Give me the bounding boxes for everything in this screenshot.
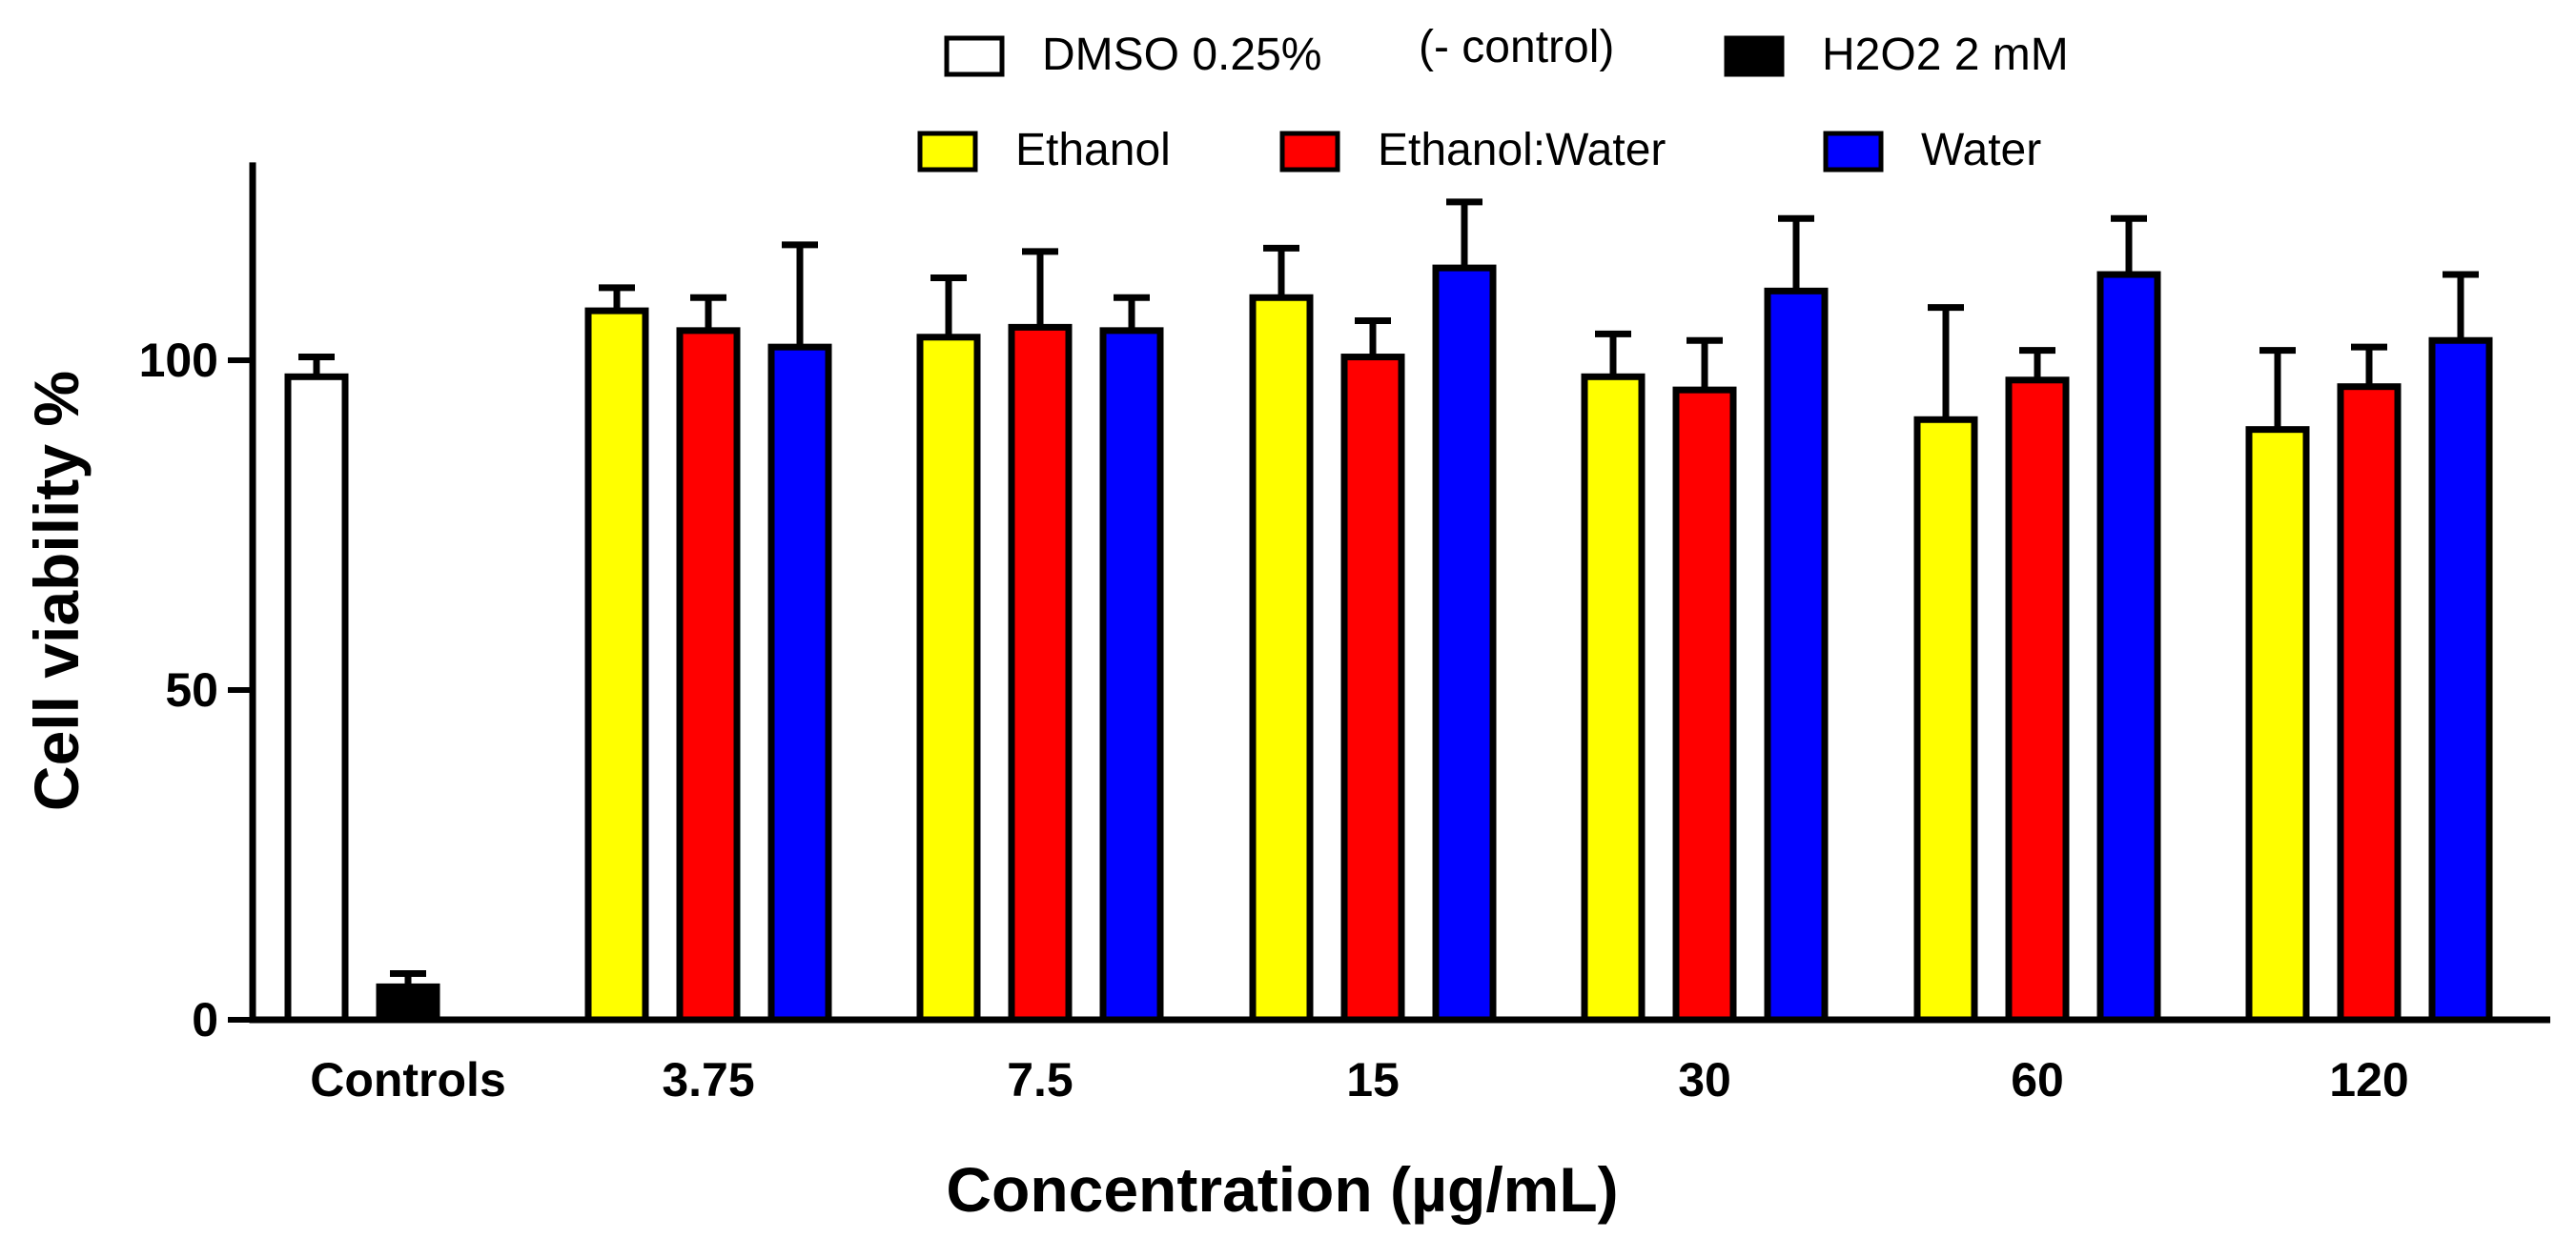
legend-dmso-note: (- control) bbox=[1419, 22, 1614, 72]
legend-dmso-swatch bbox=[944, 35, 1005, 77]
legend-ethanol-label: Ethanol bbox=[1015, 125, 1171, 175]
y-tick-label: 100 bbox=[139, 334, 218, 387]
legend-ethanol-water-swatch bbox=[1279, 131, 1340, 173]
legend-dmso-label: DMSO 0.25% bbox=[1042, 30, 1321, 80]
ethanol-water-15-bar bbox=[1340, 354, 1405, 1024]
x-tick-label: 15 bbox=[1346, 1053, 1400, 1107]
controls-h2o2-2-mm-bar bbox=[376, 983, 440, 1024]
x-tick-label: 7.5 bbox=[1007, 1053, 1073, 1107]
ethanol-60-bar bbox=[1913, 416, 1978, 1024]
ethanol-7_5-bar bbox=[916, 334, 981, 1024]
ethanol-water-30-bar bbox=[1672, 386, 1737, 1024]
bars-layer bbox=[284, 198, 2493, 1024]
axes-layer: Controls 3.75 7.5 15 30 60 120 0 50 100 bbox=[139, 162, 2550, 1107]
water-15-bar bbox=[1432, 264, 1497, 1024]
ethanol-120-bar bbox=[2245, 426, 2310, 1024]
controls-dmso-0-25--bar bbox=[284, 373, 349, 1024]
legend-water-label: Water bbox=[1921, 125, 2041, 175]
legend-h2o2-swatch bbox=[1724, 35, 1785, 77]
water-3_75-bar bbox=[767, 343, 832, 1024]
legend: DMSO 0.25% (- control) H2O2 2 mM Ethanol Eth… bbox=[917, 22, 2069, 175]
x-tick-label: 3.75 bbox=[662, 1053, 754, 1107]
ethanol-15-bar bbox=[1249, 294, 1314, 1024]
water-120-bar bbox=[2428, 336, 2493, 1024]
legend-h2o2-label: H2O2 2 mM bbox=[1822, 30, 2069, 80]
ethanol-water-60-bar bbox=[2005, 376, 2070, 1024]
x-tick-label: 60 bbox=[2011, 1053, 2064, 1107]
y-tick-label: 0 bbox=[192, 993, 218, 1046]
legend-ethanol-swatch bbox=[917, 131, 978, 173]
y-tick-label: 50 bbox=[165, 663, 218, 717]
water-30-bar bbox=[1764, 287, 1829, 1024]
ethanol-3_75-bar bbox=[584, 307, 649, 1024]
x-axis-title: Concentration (µg/mL) bbox=[946, 1154, 1618, 1225]
water-60-bar bbox=[2096, 271, 2161, 1024]
ethanol-water-3_75-bar bbox=[676, 327, 741, 1024]
x-tick-label: Controls bbox=[310, 1053, 506, 1107]
ethanol-water-7_5-bar bbox=[1008, 323, 1073, 1024]
legend-ethanol-water-label: Ethanol:Water bbox=[1378, 125, 1666, 175]
water-7_5-bar bbox=[1099, 327, 1164, 1024]
legend-water-swatch bbox=[1823, 131, 1884, 173]
ethanol-water-120-bar bbox=[2337, 383, 2402, 1024]
ethanol-30-bar bbox=[1581, 373, 1646, 1024]
y-axis-title: Cell viability % bbox=[21, 371, 92, 811]
x-tick-label: 120 bbox=[2329, 1053, 2408, 1107]
x-tick-label: 30 bbox=[1678, 1053, 1731, 1107]
